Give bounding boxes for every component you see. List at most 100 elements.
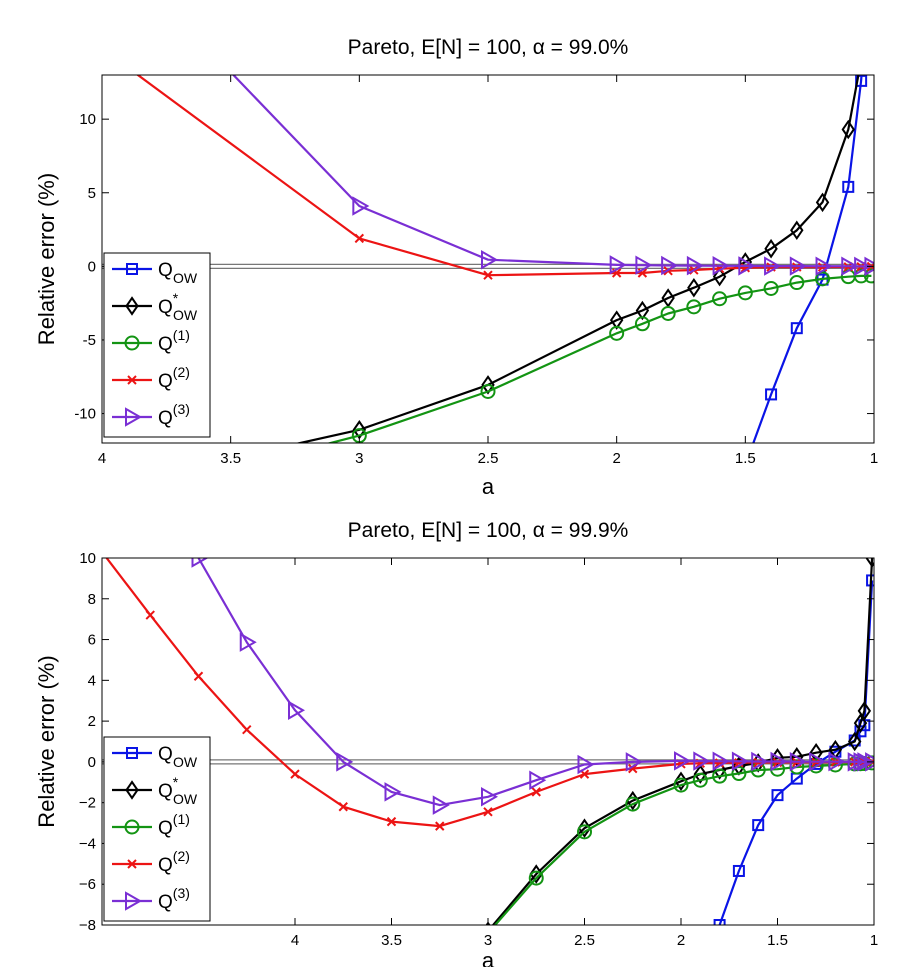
legend-item: Q(2) (112, 364, 190, 392)
series-Q(1) (493, 755, 874, 925)
y-tick-label: 8 (88, 591, 96, 608)
x-tick-label: 1 (870, 932, 878, 949)
legend-marker (127, 859, 137, 869)
legend-label-base: Q (158, 334, 173, 355)
legend-label-sub: OW (173, 270, 198, 286)
x-axis-label: a (482, 474, 495, 499)
legend-item: Q(2) (112, 848, 190, 876)
legend-label-base: Q (158, 297, 173, 318)
data-point (815, 192, 830, 213)
legend-marker (126, 747, 138, 759)
data-point (529, 864, 543, 884)
legend-item: Q(1) (112, 327, 190, 355)
y-tick-label: 5 (88, 185, 96, 202)
data-point (481, 250, 499, 270)
y-tick-label: -5 (83, 332, 96, 349)
series-Q(3) (231, 75, 874, 277)
legend-marker (125, 891, 143, 911)
data-point (635, 255, 653, 275)
data-point (731, 766, 747, 782)
legend-marker (125, 780, 139, 800)
data-point (686, 255, 704, 276)
legend-label-sub: OW (173, 754, 198, 770)
data-point (432, 795, 450, 815)
legend-label-sup: (3) (173, 885, 190, 901)
legend-item: Q* OW (112, 290, 198, 323)
data-point (693, 764, 708, 784)
plot-area (98, 548, 874, 925)
data-point (764, 256, 782, 276)
data-point (713, 919, 726, 925)
legend-label: Q* OW (158, 290, 198, 323)
legend-marker (127, 375, 137, 385)
data-point (847, 752, 865, 772)
data-point (764, 238, 778, 259)
y-tick-label: −4 (79, 835, 96, 852)
data-point (481, 375, 495, 395)
data-point (98, 548, 106, 556)
series-line (326, 274, 872, 443)
series-line (752, 75, 863, 443)
data-point (609, 325, 625, 341)
data-point (97, 479, 108, 495)
x-tick-label: 3 (355, 450, 363, 467)
data-point (673, 777, 689, 793)
data-point (847, 731, 862, 752)
data-point (841, 119, 855, 140)
series-line (493, 761, 873, 925)
legend-marker (124, 335, 140, 351)
legend-label-sup: (2) (173, 848, 190, 864)
y-tick-label: −2 (79, 795, 96, 812)
data-point (853, 268, 869, 284)
data-point (712, 751, 730, 772)
data-point (338, 802, 348, 812)
legend-box (103, 736, 211, 922)
data-point (435, 821, 445, 831)
legend-label-base: Q (158, 260, 173, 281)
data-point (531, 787, 541, 797)
data-point (751, 751, 769, 772)
legend-item: Q(3) (112, 401, 190, 429)
data-point (483, 807, 493, 817)
x-axis-label: a (482, 948, 495, 967)
legend-label: Q(1) (158, 811, 190, 839)
data-point (635, 300, 650, 321)
data-point (687, 277, 701, 298)
data-point (686, 299, 702, 315)
data-point (609, 255, 627, 275)
legend-marker (125, 296, 139, 316)
data-point (865, 558, 874, 568)
data-point (290, 769, 300, 779)
series-Q(3) (191, 558, 874, 815)
legend-label-sub: OW (173, 791, 198, 807)
data-point (528, 870, 544, 886)
data-point (191, 558, 209, 568)
y-tick-label: -10 (74, 406, 96, 423)
legend-label-base: Q (158, 892, 173, 913)
series-line (491, 558, 874, 925)
legend-label: QOW (158, 744, 198, 770)
x-tick-label: 3 (484, 932, 492, 949)
legend-label: Q(3) (158, 885, 190, 913)
legend-label-sup: (1) (173, 327, 190, 343)
y-tick-label: −6 (79, 876, 96, 893)
data-point (480, 383, 496, 399)
x-tick-label: 2.5 (574, 932, 595, 949)
legend-item: QOW (112, 744, 198, 770)
legend-label-sup: * (173, 774, 179, 790)
data-point (712, 266, 727, 287)
data-point (865, 752, 874, 772)
y-axis-label: Relative error (%) (34, 173, 59, 345)
y-tick-label: 10 (79, 111, 96, 128)
legend-label: Q(2) (158, 848, 190, 876)
data-point (529, 770, 547, 790)
legend-box (103, 252, 211, 438)
legend-label: Q(1) (158, 327, 190, 355)
series-line (136, 75, 872, 277)
data-point (577, 754, 595, 775)
data-point (634, 316, 650, 332)
data-point (352, 196, 370, 216)
data-point (625, 796, 641, 812)
data-point (841, 256, 859, 276)
